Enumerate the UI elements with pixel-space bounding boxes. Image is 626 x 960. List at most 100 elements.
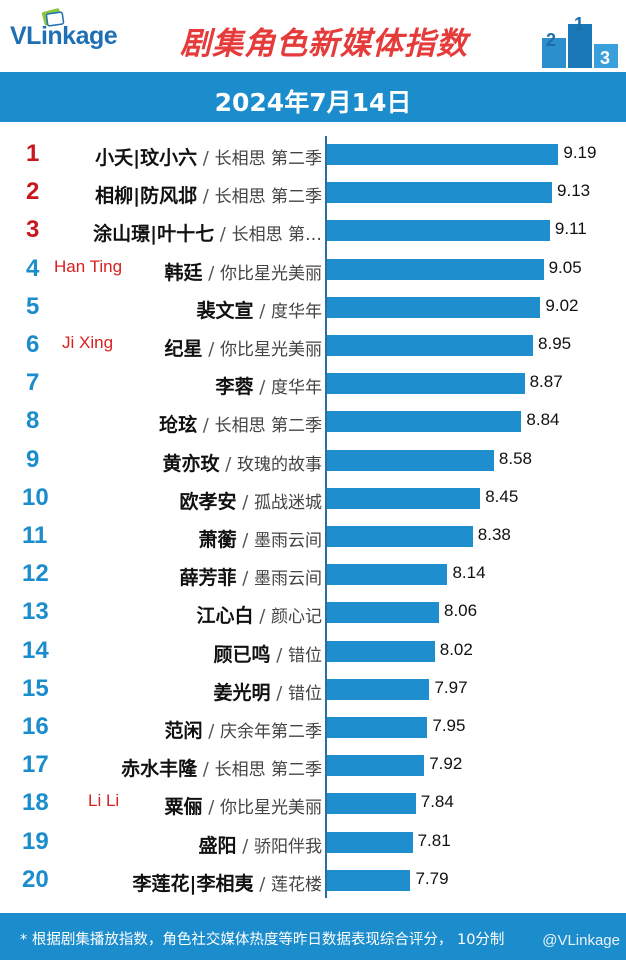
- character-name: 纪星: [164, 338, 203, 360]
- category-label: 姜光明 / 错位: [213, 678, 322, 705]
- drama-title: 长相思 第…: [231, 225, 322, 246]
- chart-row: 13 江心白 / 颜心记 8.06: [0, 594, 626, 632]
- category-label: 粟俪 / 你比星光美丽: [164, 792, 322, 819]
- category-label: 顾已鸣 / 错位: [213, 640, 322, 667]
- character-name: 薛芳菲: [179, 567, 237, 590]
- rank-number: 7: [26, 369, 40, 397]
- chart-row: 17 赤水丰隆 / 长相思 第二季 7.92: [0, 747, 626, 785]
- separator: /: [219, 453, 237, 475]
- rank-number: 13: [22, 598, 49, 626]
- separator: /: [236, 530, 254, 551]
- character-name: 江心白: [196, 605, 254, 628]
- data-label: 8.45: [485, 486, 519, 506]
- chart-row: 7 李蓉 / 度华年 8.87: [0, 365, 626, 403]
- chart-row: 1 小夭|玟小六 / 长相思 第二季 9.19: [0, 136, 626, 174]
- data-label: 7.84: [420, 792, 454, 812]
- data-label: 9.13: [557, 181, 591, 201]
- drama-title: 长相思 第二季: [214, 149, 322, 169]
- bar: [327, 258, 544, 280]
- bar: [327, 373, 525, 395]
- category-label: 范闲 / 庆余年第二季: [164, 716, 322, 743]
- bar: [327, 717, 428, 738]
- category-label: 玱玹 / 长相思 第二季: [159, 410, 322, 437]
- rank-number: 18: [22, 789, 49, 817]
- character-name: 黄亦玫: [162, 452, 220, 475]
- drama-title: 孤战迷城: [254, 492, 322, 513]
- character-name: 顾已鸣: [213, 643, 271, 666]
- bar: [327, 526, 473, 547]
- chart-row: 10 欧孝安 / 孤战迷城 8.45: [0, 480, 626, 518]
- category-label: 裴文宣 / 度华年: [196, 296, 322, 323]
- chart-row: 2 相柳|防风邶 / 长相思 第二季 9.13: [0, 174, 626, 212]
- watermark: @VLinkage: [542, 932, 620, 949]
- data-label: 8.58: [498, 448, 533, 468]
- separator: /: [253, 377, 271, 399]
- drama-title: 你比星光美丽: [220, 340, 322, 360]
- category-label: 萧蘅 / 墨雨云间: [198, 525, 322, 552]
- category-label: 李莲花|李相夷 / 莲花楼: [133, 869, 322, 896]
- chart-row: 19 盛阳 / 骄阳伴我 7.81: [0, 824, 626, 862]
- annotation-label: Ji Xing: [62, 333, 114, 352]
- separator: /: [236, 491, 254, 513]
- header: VLinkage 剧集角色新媒体指数 2 1 3: [0, 0, 626, 70]
- category-label: 赤水丰隆 / 长相思 第二季: [121, 754, 322, 781]
- character-name: 盛阳: [198, 834, 237, 857]
- separator: /: [253, 606, 271, 628]
- category-label: 纪星 / 你比星光美丽: [164, 334, 322, 361]
- bar: [327, 602, 439, 624]
- date-banner: 2024年7月14日: [0, 72, 626, 122]
- character-name: 李莲花|李相夷: [132, 872, 254, 895]
- chart-row: 8 玱玹 / 长相思 第二季 8.84: [0, 403, 626, 441]
- character-name: 相柳|防风邶: [95, 185, 198, 208]
- rank-number: 12: [22, 560, 49, 588]
- category-label: 李蓉 / 度华年: [215, 372, 322, 399]
- drama-title: 错位: [288, 645, 322, 666]
- logo-badge-icon: [41, 8, 65, 27]
- data-label: 8.06: [443, 601, 478, 621]
- separator: /: [197, 759, 215, 781]
- separator: /: [202, 721, 220, 742]
- chart-row: 20 李莲花|李相夷 / 莲花楼 7.79: [0, 862, 626, 900]
- drama-title: 长相思 第二季: [214, 760, 322, 781]
- separator: /: [202, 339, 220, 360]
- bar: [327, 449, 494, 471]
- drama-title: 颜心记: [271, 607, 322, 628]
- character-name: 范闲: [164, 720, 203, 742]
- separator: /: [253, 300, 271, 322]
- data-label: 9.11: [554, 219, 587, 239]
- data-label: 8.02: [439, 639, 473, 659]
- chart-row: 3 涂山璟|叶十七 / 长相思 第… 9.11: [0, 212, 626, 250]
- footnote: * 根据剧集播放指数，角色社交媒体热度等昨日数据表现综合评分， 10分制: [20, 932, 505, 948]
- bar: [327, 869, 411, 891]
- category-label: 涂山璟|叶十七 / 长相思 第…: [93, 219, 322, 246]
- drama-title: 庆余年第二季: [220, 722, 322, 742]
- category-label: 江心白 / 颜心记: [196, 601, 322, 628]
- svg-text:3: 3: [600, 48, 610, 68]
- separator: /: [202, 262, 220, 284]
- drama-title: 长相思 第二季: [214, 187, 322, 208]
- character-name: 粟俪: [164, 796, 203, 819]
- data-label: 7.92: [429, 754, 463, 774]
- bar: [327, 411, 522, 433]
- separator: /: [197, 186, 215, 208]
- data-label: 9.02: [545, 295, 579, 315]
- drama-title: 骄阳伴我: [254, 836, 322, 857]
- character-name: 韩廷: [164, 261, 203, 284]
- chart-row: 4 Han Ting 韩廷 / 你比星光美丽 9.05: [0, 251, 626, 289]
- bar: [327, 640, 435, 662]
- chart-row: 14 顾已鸣 / 错位 8.02: [0, 633, 626, 671]
- character-name: 欧孝安: [179, 490, 237, 513]
- drama-title: 墨雨云间: [254, 531, 322, 551]
- character-name: 赤水丰隆: [121, 758, 198, 781]
- bar: [327, 335, 534, 356]
- rank-number: 14: [22, 636, 49, 664]
- drama-title: 错位: [288, 683, 322, 704]
- rank-number: 10: [22, 483, 49, 511]
- rank-number: 3: [26, 216, 40, 244]
- rank-number: 8: [26, 407, 40, 435]
- separator: /: [236, 835, 254, 857]
- chart-row: 6 Ji Xing 纪星 / 你比星光美丽 8.95: [0, 327, 626, 365]
- category-label: 黄亦玫 / 玫瑰的故事: [162, 449, 322, 476]
- separator: /: [197, 415, 215, 437]
- character-name: 裴文宣: [196, 299, 254, 322]
